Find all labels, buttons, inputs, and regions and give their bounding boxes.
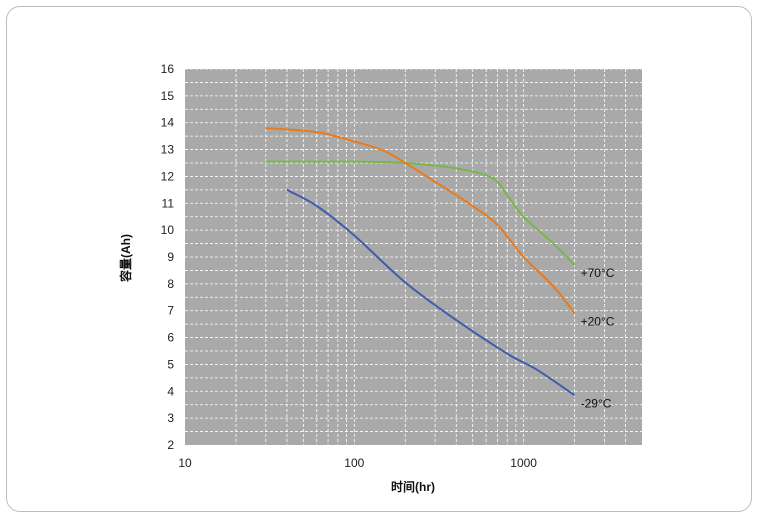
series-line bbox=[265, 160, 576, 266]
y-tick-label: 5 bbox=[167, 357, 174, 371]
y-tick-label: 12 bbox=[161, 169, 175, 183]
series-line bbox=[265, 127, 576, 315]
y-tick-label: 7 bbox=[167, 304, 174, 318]
x-tick-label: 10 bbox=[178, 456, 192, 470]
series-lines bbox=[265, 127, 576, 397]
series-labels: +70°C +20°C -29°C bbox=[581, 266, 615, 410]
y-tick-label: 6 bbox=[167, 331, 174, 345]
x-tick-labels: 10 100 1000 bbox=[178, 456, 537, 470]
y-tick-label: 14 bbox=[161, 116, 175, 130]
series-label: +70°C bbox=[581, 266, 615, 280]
y-tick-label: 16 bbox=[161, 62, 175, 76]
x-tick-label: 100 bbox=[344, 456, 364, 470]
y-axis-title: 容量(Ah) bbox=[118, 234, 133, 283]
y-tick-label: 11 bbox=[162, 196, 175, 210]
series-label: -29°C bbox=[581, 396, 612, 410]
x-axis-title: 时间(hr) bbox=[391, 479, 435, 494]
y-tick-label: 10 bbox=[161, 223, 175, 237]
series-label: +20°C bbox=[581, 314, 615, 328]
y-tick-label: 4 bbox=[167, 384, 174, 398]
y-tick-labels: 2 3 4 5 6 7 8 9 10 11 12 13 14 15 16 bbox=[161, 62, 175, 452]
x-tick-label: 1000 bbox=[510, 456, 537, 470]
plot-area bbox=[185, 69, 642, 445]
y-tick-label: 15 bbox=[161, 89, 175, 103]
y-tick-label: 2 bbox=[167, 438, 174, 452]
series-line bbox=[286, 188, 576, 397]
y-tick-label: 8 bbox=[167, 277, 174, 291]
y-tick-label: 9 bbox=[167, 250, 174, 264]
y-tick-label: 3 bbox=[167, 411, 174, 425]
y-tick-label: 13 bbox=[161, 143, 175, 157]
